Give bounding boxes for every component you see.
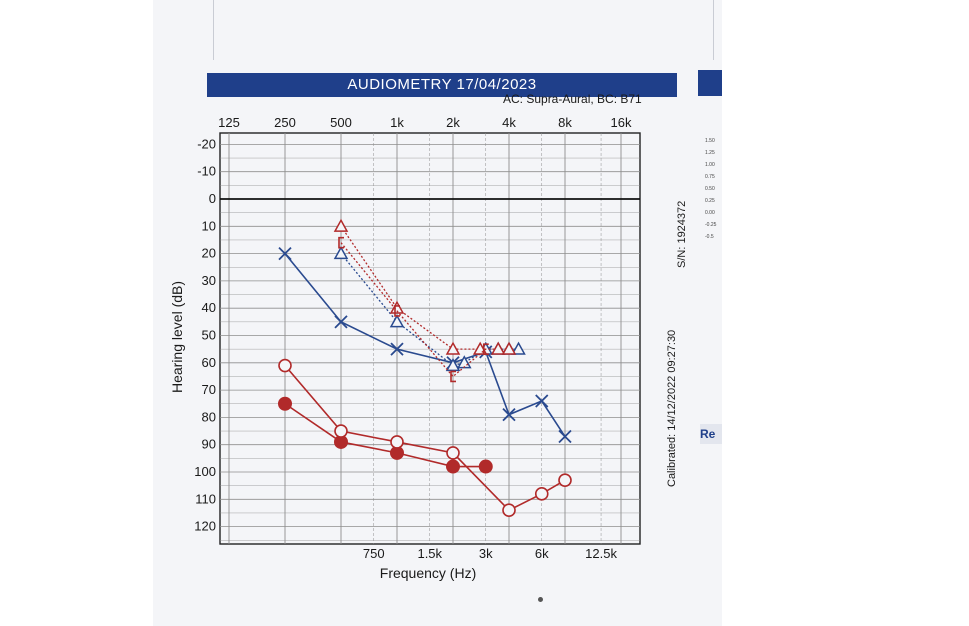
top-tick-label: 1k <box>390 115 404 130</box>
point-triangle-marker <box>389 314 405 328</box>
y-tick-label: 0 <box>209 191 216 206</box>
results-section-label: Re <box>700 424 722 444</box>
paper-fold-line <box>713 0 714 60</box>
series-bracket-right <box>338 236 489 383</box>
bottom-tick-label: 750 <box>363 546 385 561</box>
point-bracket-marker <box>450 370 456 383</box>
point-triangle-marker <box>501 341 517 355</box>
top-tick-label: 500 <box>330 115 352 130</box>
point-open-circle-marker <box>278 358 292 373</box>
point-open-circle-marker <box>534 487 549 501</box>
y-tick-label: 110 <box>195 491 216 506</box>
y-tick-label: 60 <box>202 355 216 370</box>
y-tick-label: 70 <box>202 382 216 397</box>
series-open-circle-right <box>278 358 572 518</box>
panel-tick: 1.25 <box>705 150 715 156</box>
bottom-tick-label: 3k <box>479 546 493 561</box>
bottom-tick-label: 1.5k <box>417 546 442 561</box>
bottom-tick-label: 6k <box>535 546 549 561</box>
panel-tick: 0.75 <box>705 174 715 180</box>
point-cross-marker <box>390 342 404 356</box>
y-tick-label: 90 <box>202 437 216 452</box>
point-open-circle-marker <box>334 424 348 438</box>
point-cross-marker <box>502 408 516 422</box>
y-tick-label: -10 <box>197 164 216 179</box>
y-tick-label: 30 <box>202 273 216 288</box>
point-bracket-marker <box>394 305 400 317</box>
top-tick-label: 2k <box>446 115 460 130</box>
point-cross-marker <box>334 315 348 329</box>
x-axis-title: Frequency (Hz) <box>380 565 476 581</box>
point-triangle-marker <box>389 300 405 314</box>
point-triangle-marker <box>445 357 461 372</box>
point-triangle-marker <box>445 341 461 355</box>
transducer-info: AC: Supra-Aural, BC: B71 <box>503 92 642 106</box>
point-filled-circle-marker <box>446 459 460 474</box>
series-filled-circle-right <box>278 396 493 474</box>
y-axis-title: Hearing level (dB) <box>169 281 185 393</box>
chart-grid <box>219 132 641 545</box>
background-left <box>0 0 153 626</box>
panel-tick: 1.50 <box>705 138 715 144</box>
top-tick-label: 250 <box>274 115 296 130</box>
panel-tick: 0.50 <box>705 186 715 192</box>
series-line <box>284 253 566 437</box>
y-tick-label: -20 <box>197 136 216 151</box>
point-triangle-marker <box>490 341 506 355</box>
top-tick-label: 4k <box>502 115 516 130</box>
point-triangle-marker <box>333 218 349 232</box>
point-cross-marker <box>535 394 549 408</box>
point-open-circle-marker <box>446 446 460 460</box>
background-right <box>722 0 969 626</box>
panel-tick: -0.25 <box>705 222 717 228</box>
y-tick-label: 50 <box>202 328 216 343</box>
point-cross-marker <box>558 429 572 444</box>
chart-series <box>278 218 572 518</box>
y-tick-label: 20 <box>202 246 216 261</box>
point-triangle-marker <box>333 246 349 260</box>
paper-mark <box>538 597 543 602</box>
point-triangle-marker <box>511 341 526 355</box>
point-bracket-marker <box>338 236 344 249</box>
point-open-circle-marker <box>558 473 572 487</box>
y-tick-label: 80 <box>202 409 216 424</box>
panel-tick: 0.25 <box>705 198 715 204</box>
top-tick-label: 125 <box>218 115 240 130</box>
adjacent-banner <box>698 70 722 96</box>
panel-tick: -0.5 <box>705 234 714 240</box>
y-tick-label: 100 <box>194 464 216 479</box>
top-tick-label: 8k <box>558 115 572 130</box>
series-cross-left <box>278 246 572 444</box>
bottom-tick-label: 12.5k <box>585 546 617 561</box>
series-line <box>340 242 487 378</box>
point-cross-marker <box>278 246 292 261</box>
panel-tick: 1.00 <box>705 162 715 168</box>
point-open-circle-marker <box>390 435 404 449</box>
right-side-panel: 1.50 1.25 1.00 0.75 0.50 0.25 0.00 -0.25… <box>703 130 722 410</box>
panel-tick: 0.00 <box>705 210 715 216</box>
point-open-circle-marker <box>502 503 516 518</box>
point-bracket-marker <box>482 343 489 355</box>
paper-fold-line <box>213 0 214 60</box>
point-filled-circle-marker <box>278 396 292 411</box>
y-tick-label: 10 <box>202 218 216 233</box>
top-tick-label: 16k <box>611 115 632 130</box>
audiometry-banner: AUDIOMETRY 17/04/2023 <box>207 73 677 97</box>
y-tick-label: 120 <box>194 519 216 534</box>
point-filled-circle-marker <box>478 459 493 474</box>
y-tick-label: 40 <box>202 300 216 315</box>
